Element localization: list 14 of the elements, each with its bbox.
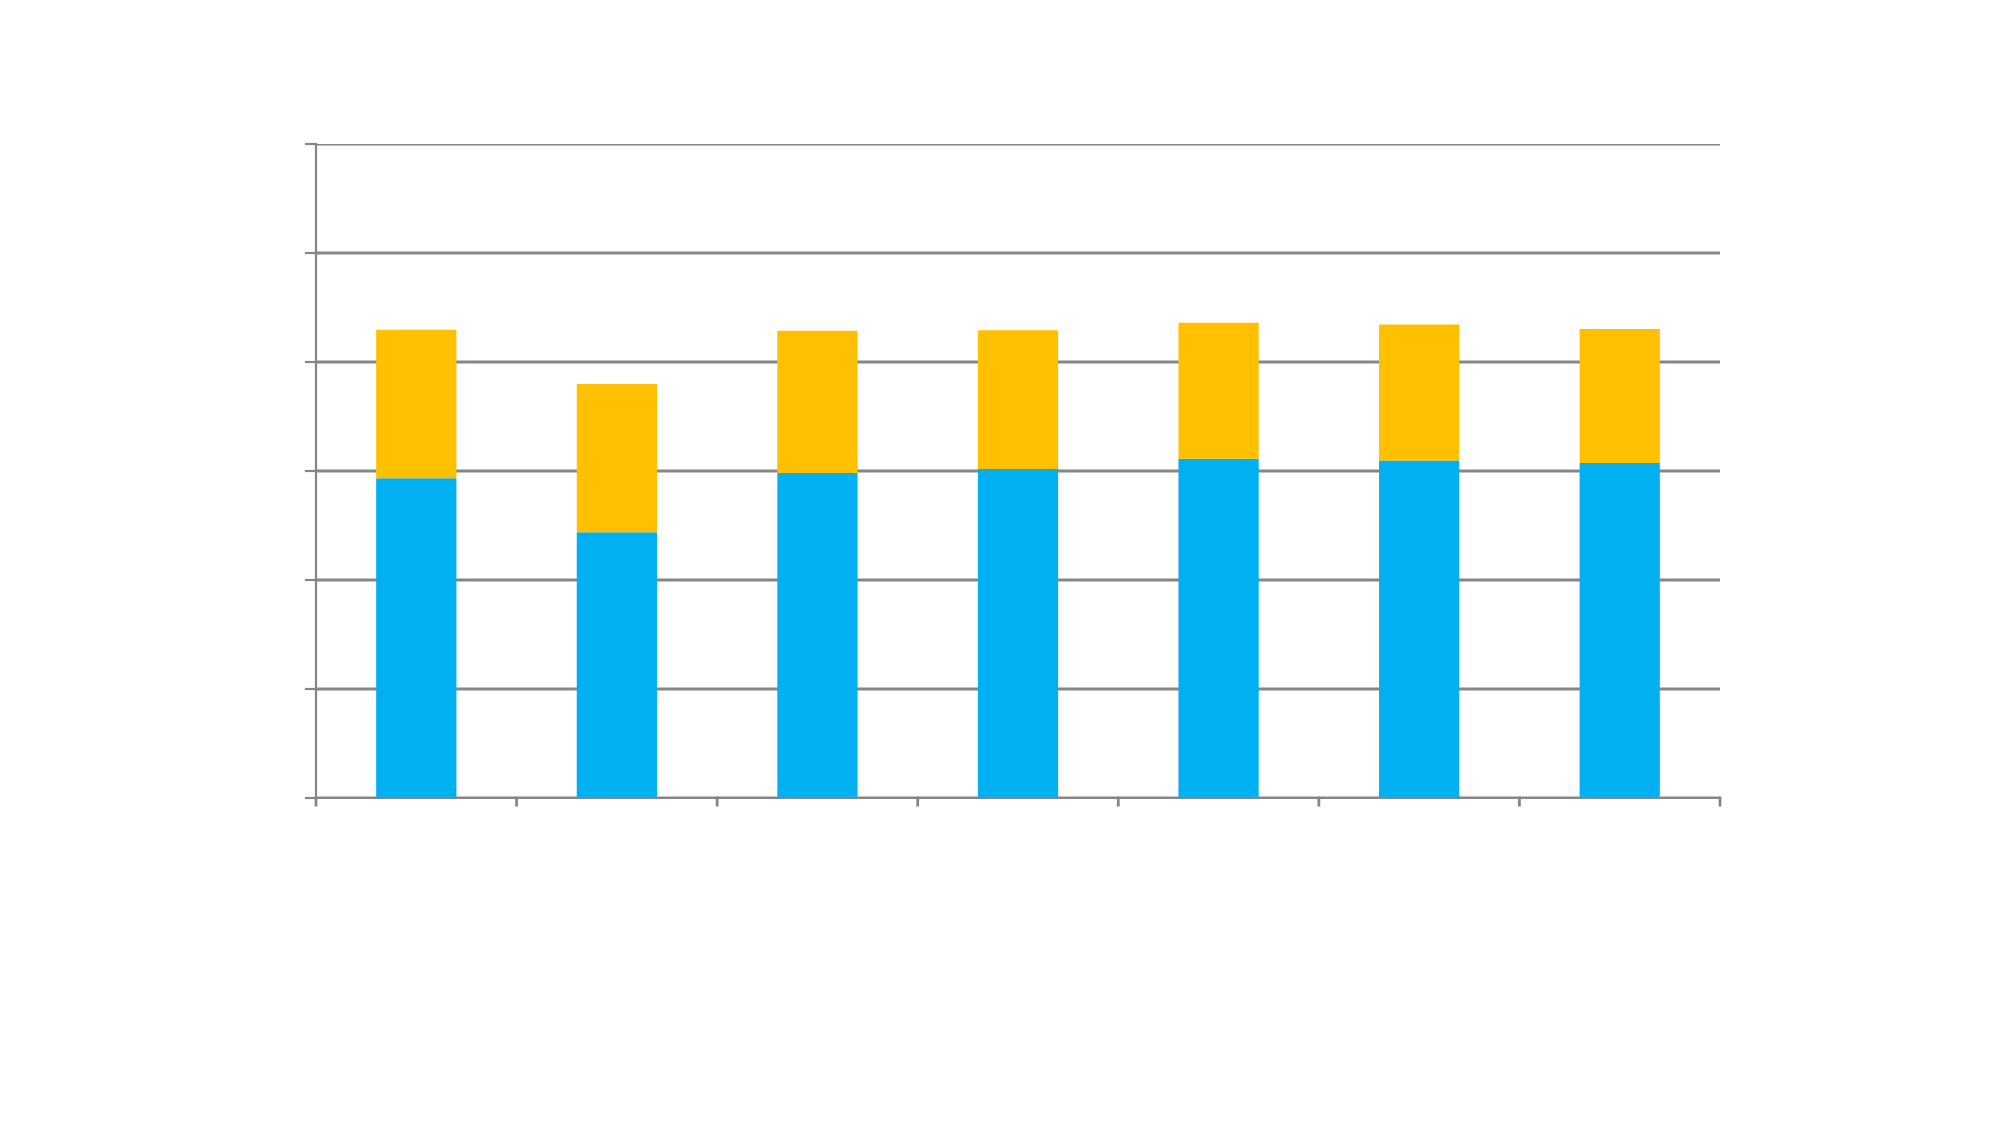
bar [1178,458,1259,798]
bar [977,330,1059,470]
bar [576,532,657,798]
bar [1379,460,1460,798]
bar [1379,324,1460,461]
bar [576,384,657,533]
bar [1579,328,1660,463]
bar [376,329,457,479]
bar [777,472,858,798]
bar [977,469,1059,798]
bar [1579,462,1660,798]
bar [777,330,858,473]
bar [376,478,457,798]
bar [1178,322,1259,459]
